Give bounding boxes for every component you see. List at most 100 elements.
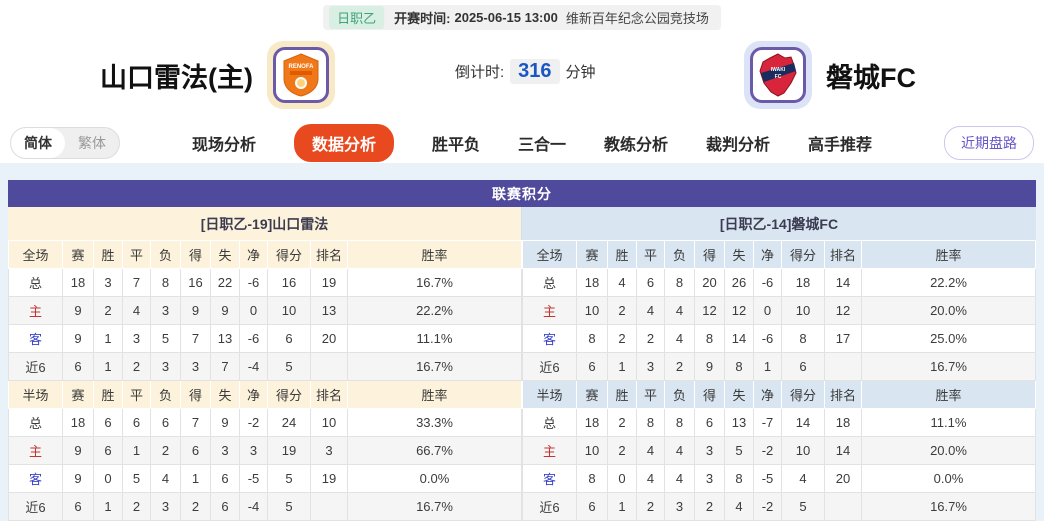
stat-cell: 2 bbox=[694, 492, 725, 521]
stat-cell: 6 bbox=[694, 408, 725, 437]
tab-高手推荐[interactable]: 高手推荐 bbox=[808, 137, 873, 154]
stat-cell: 22.2% bbox=[861, 268, 1036, 297]
column-header: 失 bbox=[210, 240, 240, 269]
stat-cell: 6 bbox=[636, 268, 665, 297]
column-header: 胜率 bbox=[861, 380, 1036, 409]
stat-cell: 16 bbox=[180, 268, 211, 297]
stat-cell: 13 bbox=[210, 324, 240, 353]
stat-cell: 26 bbox=[724, 268, 754, 297]
stat-cell: -5 bbox=[753, 464, 782, 493]
stat-cell: 5 bbox=[724, 436, 754, 465]
lang-option-简体[interactable]: 简体 bbox=[11, 128, 65, 158]
column-header: 赛 bbox=[576, 240, 608, 269]
row-label: 客 bbox=[8, 464, 63, 493]
column-header: 排名 bbox=[310, 240, 348, 269]
away-logo-frame: IWAKI FC bbox=[750, 47, 806, 103]
stat-cell: 5 bbox=[781, 492, 825, 521]
stat-cell: 9 bbox=[210, 296, 240, 325]
column-header: 平 bbox=[122, 380, 151, 409]
stat-cell: 24 bbox=[267, 408, 311, 437]
row-label: 近6 bbox=[8, 352, 63, 381]
stat-cell: 9 bbox=[210, 408, 240, 437]
panel-title: 联赛积分 bbox=[8, 180, 1036, 207]
stat-cell: 4 bbox=[636, 296, 665, 325]
kickoff-label: 开赛时间: bbox=[394, 11, 451, 26]
countdown-label: 倒计时: bbox=[455, 64, 505, 81]
table-row: 客 9 1 3 5 7 13 -6 6 20 11.1% bbox=[8, 324, 522, 353]
stat-cell: 13 bbox=[310, 296, 348, 325]
stat-cell: 16.7% bbox=[861, 492, 1036, 521]
stat-cell: 3 bbox=[93, 268, 123, 297]
tab-数据分析[interactable]: 数据分析 bbox=[293, 124, 394, 162]
tab-现场分析[interactable]: 现场分析 bbox=[191, 137, 256, 154]
column-header: 负 bbox=[150, 380, 181, 409]
stat-cell: 11.1% bbox=[861, 408, 1036, 437]
stat-cell: 18 bbox=[62, 268, 94, 297]
stat-cell: 9 bbox=[694, 352, 725, 381]
row-label: 总 bbox=[8, 408, 63, 437]
stat-cell: 16.7% bbox=[347, 352, 522, 381]
column-header: 失 bbox=[724, 240, 754, 269]
stat-cell: 8 bbox=[724, 352, 754, 381]
stat-cell: 16 bbox=[267, 268, 311, 297]
column-header: 得分 bbox=[267, 240, 311, 269]
countdown: 倒计时: 316 分钟 bbox=[455, 59, 596, 84]
stat-cell: 18 bbox=[576, 268, 608, 297]
column-header: 胜率 bbox=[347, 380, 522, 409]
stat-cell: 4 bbox=[122, 296, 151, 325]
stat-cell: -2 bbox=[239, 408, 268, 437]
column-header: 赛 bbox=[62, 380, 94, 409]
tab-胜平负[interactable]: 胜平负 bbox=[431, 137, 480, 154]
column-header: 负 bbox=[664, 380, 695, 409]
stat-cell: 18 bbox=[824, 408, 862, 437]
home-stats-table: 全场赛胜平负得失净得分 排名 胜率总 18 3 7 8 16 22 -6 16 19 16.7% 主 9 2 4… bbox=[8, 240, 522, 521]
stat-cell: 2 bbox=[607, 408, 637, 437]
stat-cell: 2 bbox=[636, 492, 665, 521]
table-row: 客 9 0 5 4 1 6 -5 5 19 0.0% bbox=[8, 464, 522, 493]
home-shield-icon: RENOFA bbox=[283, 53, 319, 97]
home-team: 山口雷法(主) RENOFA bbox=[100, 35, 335, 115]
stat-cell: 6 bbox=[210, 464, 240, 493]
stat-cell: 4 bbox=[664, 436, 695, 465]
stat-cell: 1 bbox=[122, 436, 151, 465]
stat-cell: 20 bbox=[310, 324, 348, 353]
tab-裁判分析[interactable]: 裁判分析 bbox=[706, 137, 771, 154]
section-header-row: 半场赛胜平负得失净得分 排名 胜率 bbox=[522, 380, 1036, 409]
lang-option-繁体[interactable]: 繁体 bbox=[78, 135, 106, 151]
column-header: 失 bbox=[210, 380, 240, 409]
stat-cell: 33.3% bbox=[347, 408, 522, 437]
tab-三合一[interactable]: 三合一 bbox=[517, 137, 566, 154]
stat-cell: 18 bbox=[62, 408, 94, 437]
stat-cell: -4 bbox=[239, 352, 268, 381]
column-header: 排名 bbox=[824, 380, 862, 409]
stat-cell: 10 bbox=[781, 296, 825, 325]
stat-cell: 1 bbox=[93, 492, 123, 521]
column-header: 净 bbox=[753, 380, 782, 409]
stat-cell: 4 bbox=[664, 296, 695, 325]
venue-name: 维新百年纪念公园竞技场 bbox=[565, 11, 709, 26]
column-header: 全场 bbox=[522, 240, 577, 269]
table-row: 客 8 2 2 4 8 14 -6 8 17 25.0% bbox=[522, 324, 1036, 353]
stat-cell: 7 bbox=[180, 408, 211, 437]
stat-cell: -2 bbox=[753, 492, 782, 521]
column-header: 负 bbox=[150, 240, 181, 269]
stat-cell: 3 bbox=[664, 492, 695, 521]
stat-cell: 3 bbox=[180, 352, 211, 381]
stat-cell: 19 bbox=[310, 268, 348, 297]
language-toggle[interactable]: 简体 繁体 bbox=[10, 127, 120, 159]
column-header: 净 bbox=[239, 240, 268, 269]
stat-cell: 4 bbox=[607, 268, 637, 297]
stat-cell: 19 bbox=[310, 464, 348, 493]
stat-cell: 9 bbox=[62, 324, 94, 353]
stat-cell: 2 bbox=[664, 352, 695, 381]
recent-trend-button[interactable]: 近期盘路 bbox=[943, 126, 1034, 160]
stat-cell: 14 bbox=[824, 436, 862, 465]
stat-cell: 8 bbox=[576, 464, 608, 493]
stat-cell: 10 bbox=[576, 436, 608, 465]
stat-cell: 66.7% bbox=[347, 436, 522, 465]
stat-cell: 18 bbox=[576, 408, 608, 437]
stat-cell: 6 bbox=[781, 352, 825, 381]
row-label: 主 bbox=[8, 296, 63, 325]
stat-cell: 2 bbox=[180, 492, 211, 521]
tab-教练分析[interactable]: 教练分析 bbox=[604, 137, 669, 154]
